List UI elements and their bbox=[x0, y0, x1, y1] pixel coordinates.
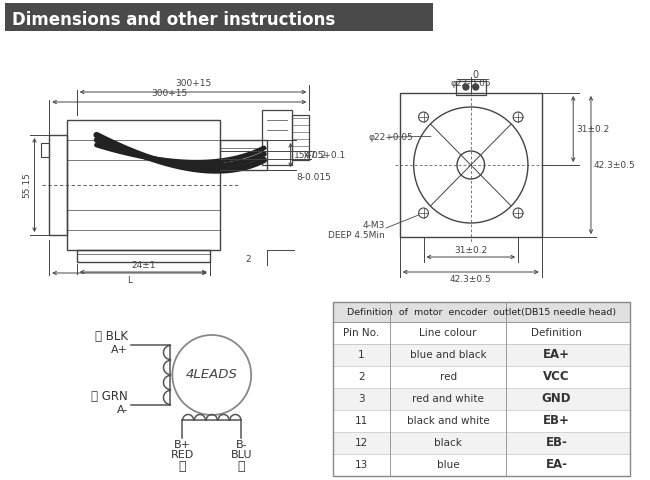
Text: 3: 3 bbox=[358, 394, 365, 404]
Text: L: L bbox=[127, 276, 132, 285]
Text: 12: 12 bbox=[355, 438, 368, 448]
Bar bbox=[67, 120, 220, 250]
Bar bbox=[400, 93, 541, 237]
Text: Definition  of  motor  encoder  outlet(DB15 needle head): Definition of motor encoder outlet(DB15 … bbox=[347, 308, 616, 316]
Text: φ22-0.05: φ22-0.05 bbox=[450, 79, 491, 87]
Text: 4-M3: 4-M3 bbox=[363, 220, 385, 229]
Bar bbox=[333, 366, 630, 388]
Text: 300+15: 300+15 bbox=[175, 79, 211, 88]
Text: 300+15: 300+15 bbox=[151, 89, 188, 98]
Text: 24±1: 24±1 bbox=[131, 261, 155, 270]
Text: B+: B+ bbox=[174, 440, 190, 450]
Text: 1: 1 bbox=[358, 350, 365, 360]
Bar bbox=[5, 3, 434, 31]
Text: DEEP 4.5Min: DEEP 4.5Min bbox=[328, 230, 385, 240]
Bar bbox=[49, 135, 67, 235]
Text: 42.3±0.5: 42.3±0.5 bbox=[450, 275, 491, 284]
Text: 7.5+0.1: 7.5+0.1 bbox=[309, 151, 346, 159]
Bar bbox=[333, 432, 630, 454]
Text: 2: 2 bbox=[358, 372, 365, 382]
Bar bbox=[333, 388, 630, 410]
Bar bbox=[262, 110, 292, 165]
Text: 8-0.015: 8-0.015 bbox=[296, 173, 332, 182]
Text: 15+0.2: 15+0.2 bbox=[294, 151, 327, 159]
Text: 2: 2 bbox=[246, 255, 251, 264]
Text: VCC: VCC bbox=[543, 371, 570, 384]
Text: Pin No.: Pin No. bbox=[343, 328, 380, 338]
Text: BLU: BLU bbox=[231, 450, 252, 460]
Bar bbox=[333, 302, 630, 476]
Bar bbox=[42, 143, 49, 157]
Text: 蓝: 蓝 bbox=[237, 460, 245, 473]
Circle shape bbox=[463, 84, 469, 90]
Bar bbox=[456, 81, 486, 95]
Text: A+: A+ bbox=[111, 345, 128, 355]
Bar bbox=[292, 115, 309, 160]
Text: 红: 红 bbox=[179, 460, 186, 473]
Text: 31±0.2: 31±0.2 bbox=[454, 246, 488, 255]
Text: 0: 0 bbox=[473, 70, 479, 80]
Bar bbox=[333, 322, 630, 344]
Text: 13: 13 bbox=[355, 460, 368, 470]
Text: EA-: EA- bbox=[545, 458, 567, 471]
Text: RED: RED bbox=[170, 450, 194, 460]
Text: EA+: EA+ bbox=[543, 348, 570, 361]
Text: black: black bbox=[434, 438, 462, 448]
Text: 綠 GRN: 綠 GRN bbox=[91, 391, 128, 404]
Text: 黑 BLK: 黑 BLK bbox=[95, 331, 128, 344]
Text: 55.15: 55.15 bbox=[23, 172, 31, 198]
Text: Definition: Definition bbox=[531, 328, 582, 338]
Text: 42.3±0.5: 42.3±0.5 bbox=[594, 160, 636, 169]
Bar bbox=[333, 344, 630, 366]
Text: Line colour: Line colour bbox=[419, 328, 477, 338]
Text: EB-: EB- bbox=[545, 436, 567, 449]
Text: black and white: black and white bbox=[407, 416, 489, 426]
Text: red: red bbox=[439, 372, 457, 382]
Text: EB+: EB+ bbox=[543, 415, 570, 428]
Text: GND: GND bbox=[541, 393, 571, 406]
Text: 11: 11 bbox=[355, 416, 368, 426]
Text: blue and black: blue and black bbox=[410, 350, 486, 360]
Bar bbox=[220, 140, 267, 170]
Text: φ22+0.05: φ22+0.05 bbox=[369, 132, 413, 142]
Text: B-: B- bbox=[235, 440, 247, 450]
Circle shape bbox=[473, 84, 478, 90]
Bar bbox=[333, 302, 630, 322]
Text: 31±0.2: 31±0.2 bbox=[576, 124, 610, 133]
Bar bbox=[333, 410, 630, 432]
Text: Dimensions and other instructions: Dimensions and other instructions bbox=[12, 11, 335, 29]
Text: blue: blue bbox=[437, 460, 460, 470]
Bar bbox=[77, 250, 210, 262]
Text: 4LEADS: 4LEADS bbox=[186, 369, 238, 382]
Text: red and white: red and white bbox=[412, 394, 484, 404]
Text: A-: A- bbox=[116, 405, 128, 415]
Bar bbox=[333, 454, 630, 476]
